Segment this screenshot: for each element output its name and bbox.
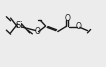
Text: O: O [34, 27, 40, 36]
Text: O: O [64, 14, 70, 23]
Text: Si: Si [16, 21, 23, 30]
Text: O: O [75, 22, 81, 31]
